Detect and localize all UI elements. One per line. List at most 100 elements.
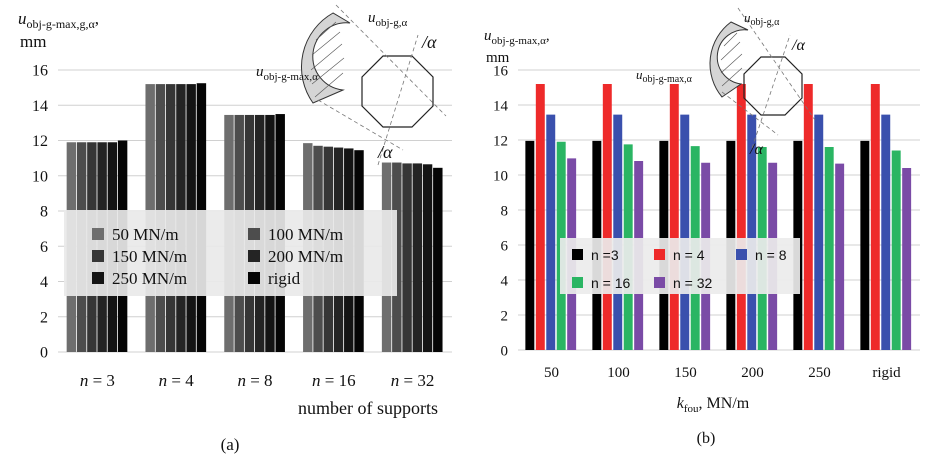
x-category-label: n = 3 [80,371,115,390]
x-category-label: n = 16 [312,371,356,390]
y-tick-label: 8 [40,204,48,221]
y-tick-label: 16 [32,63,48,80]
panel-a-xlabel: number of supports [298,398,438,418]
x-category-label: 200 [741,365,764,381]
panel-a-ylabel: uobj-g-max,g,α, [18,9,99,31]
legend-label: 50 MN/m [112,225,179,244]
y-tick-label: 14 [493,98,509,114]
legend-swatch [248,250,260,262]
bar [881,114,891,350]
y-tick-label: 10 [493,168,508,184]
legend-label: n =3 [591,247,619,263]
y-tick-label: 4 [40,274,48,291]
panel-b-legend: n =3 n = 4 n = 8 n = 16 n = 32 [560,238,800,294]
panel-b-inset-label-u-obj-g: uobj-g,α [744,10,780,28]
y-tick-label: 12 [32,133,48,150]
y-tick-label: 14 [32,98,48,115]
bar [546,114,556,350]
y-tick-label: 2 [40,309,48,326]
bar [860,140,870,350]
panel-b-bars [525,84,912,350]
x-category-label: rigid [872,365,901,381]
legend-label: n = 16 [591,275,631,291]
legend-label: 250 MN/m [112,269,187,288]
x-category-label: n = 4 [159,371,195,390]
y-tick-label: 12 [493,133,508,149]
bar [669,84,679,350]
bar [870,84,880,350]
panel-a-inset-label-u-obj-g-max: uobj-g-max,α [256,64,318,83]
legend-swatch [572,277,583,288]
bar [835,163,845,350]
bar [824,147,834,350]
legend-swatch [92,250,104,262]
panel-b-legend-box [560,238,800,294]
y-tick-label: 10 [32,168,48,185]
legend-swatch [572,249,583,260]
y-tick-label: 6 [501,238,509,254]
legend-swatch [248,272,260,284]
bar [747,114,757,350]
x-category-label: 100 [607,365,630,381]
x-category-label: n = 32 [391,371,435,390]
panel-b-gridlines [518,69,920,351]
panel-b-inset-octagon [743,56,803,116]
panel-b-label: (b) [697,430,716,447]
panel-a-inset-alpha-bottom: /α [377,142,393,162]
x-category-label: 150 [674,365,697,381]
bar [535,84,545,350]
y-tick-label: 2 [501,308,509,324]
y-tick-label: 0 [501,343,509,359]
legend-swatch [654,249,665,260]
panel-b-xlabel: kfou, MN/m [677,395,750,415]
bar [803,84,813,350]
panel-a-inset-label-u-obj-g: uobj-g,α [368,10,407,29]
panel-a-inset-alpha-top: /α [421,32,437,52]
bar [736,84,746,350]
panel-a-legend-box [64,210,397,296]
bar [902,168,912,350]
legend-label: n = 4 [673,247,705,263]
legend-swatch [654,277,665,288]
bar [525,140,535,350]
panel-b-inset-hatched-region [709,21,749,98]
panel-a-inset-octagon [361,55,434,128]
legend-swatch [92,228,104,240]
y-tick-label: 16 [493,63,509,79]
panel-a-inset-diagram: uobj-g,α uobj-g-max,α /α /α [256,4,447,166]
bar [402,163,412,352]
panel-b-inset-alpha-bottom: /α [749,141,763,158]
panel-a-label: (a) [221,435,240,454]
x-category-label: 250 [808,365,831,381]
legend-swatch [736,249,747,260]
panel-b-x-categories: 50 100 150 200 250 rigid [544,365,901,381]
panel-b-chart: uobj-g-max,α, mm 0 2 4 6 8 10 12 14 16 50 100 150 2… [484,7,920,447]
panel-b-ylabel: uobj-g-max,α, [484,28,550,47]
legend-swatch [92,272,104,284]
y-tick-label: 6 [40,239,48,256]
y-tick-label: 4 [501,273,509,289]
panel-b-inset-label-u-obj-g-max: uobj-g-max,α [636,67,693,85]
y-tick-label: 8 [501,203,509,219]
legend-label: n = 8 [755,247,787,263]
x-category-label: 50 [544,365,559,381]
bar [814,114,824,350]
panel-a-legend: 50 MN/m 100 MN/m 150 MN/m 200 MN/m 250 MN/m r… [64,210,397,296]
bar [433,167,443,352]
legend-label: rigid [268,269,301,288]
panel-b-inset-alpha-top: /α [791,37,805,54]
panel-a-yunit: mm [20,32,46,51]
bar [412,163,423,352]
panel-b-yunit: mm [486,50,510,66]
bar [680,114,690,350]
y-tick-label: 0 [40,345,48,362]
panel-a-inset-hatched-region [300,12,351,104]
legend-label: n = 32 [673,275,713,291]
legend-label: 200 MN/m [268,247,343,266]
bar [891,150,901,350]
panel-a-y-ticks: 0 2 4 6 8 10 12 14 16 [32,63,48,362]
x-category-label: n = 8 [237,371,272,390]
panel-a-x-categories: n = 3 n = 4 n = 8 n = 16 n = 32 [80,371,435,390]
